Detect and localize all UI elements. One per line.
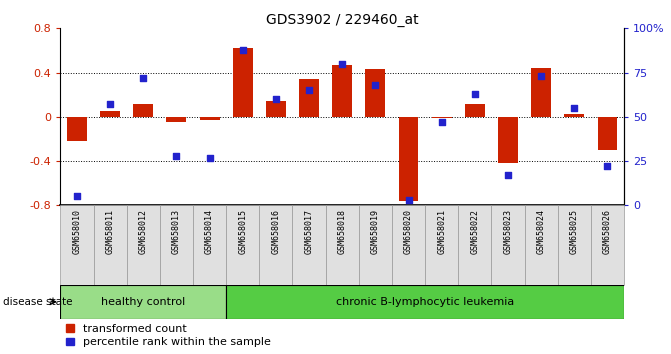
Point (171, 153, 182, 159)
Text: healthy control: healthy control (101, 297, 185, 307)
FancyBboxPatch shape (392, 205, 425, 285)
Text: GSM658014: GSM658014 (205, 209, 214, 253)
FancyBboxPatch shape (525, 205, 558, 285)
Text: GSM658026: GSM658026 (603, 209, 612, 253)
Text: GSM658016: GSM658016 (271, 209, 280, 253)
Bar (100, 111, 120, 117)
Bar (465, 104, 484, 117)
Bar (266, 101, 286, 117)
FancyBboxPatch shape (226, 205, 259, 285)
Text: disease state: disease state (3, 297, 73, 307)
FancyBboxPatch shape (60, 285, 226, 319)
Text: GSM658025: GSM658025 (570, 209, 579, 253)
FancyBboxPatch shape (93, 205, 127, 285)
Bar (299, 79, 319, 117)
Point (270, 96, 281, 102)
Text: GSM658024: GSM658024 (537, 209, 546, 253)
Bar (366, 69, 385, 117)
FancyBboxPatch shape (127, 205, 160, 285)
FancyBboxPatch shape (491, 205, 525, 285)
Point (105, 102, 115, 107)
Legend: transformed count, percentile rank within the sample: transformed count, percentile rank withi… (66, 324, 270, 348)
FancyBboxPatch shape (591, 205, 624, 285)
Point (204, 155, 215, 160)
Text: GSM658021: GSM658021 (437, 209, 446, 253)
Text: GSM658011: GSM658011 (105, 209, 115, 253)
Bar (200, 117, 219, 120)
Point (337, 61, 348, 67)
Point (403, 197, 414, 203)
Point (602, 164, 613, 169)
Text: GSM658013: GSM658013 (172, 209, 181, 253)
Point (72, 194, 83, 199)
Text: GSM658017: GSM658017 (305, 209, 313, 253)
Title: GDS3902 / 229460_at: GDS3902 / 229460_at (266, 13, 419, 27)
Point (370, 82, 380, 88)
Text: GSM658022: GSM658022 (470, 209, 479, 253)
Point (304, 87, 315, 93)
FancyBboxPatch shape (425, 205, 458, 285)
Bar (531, 68, 551, 117)
Text: GSM658015: GSM658015 (238, 209, 247, 253)
FancyBboxPatch shape (193, 205, 226, 285)
FancyBboxPatch shape (226, 285, 624, 319)
FancyBboxPatch shape (160, 205, 193, 285)
Text: GSM658012: GSM658012 (139, 209, 148, 253)
Bar (597, 117, 617, 150)
Text: GSM658023: GSM658023 (503, 209, 513, 253)
Point (535, 73, 546, 79)
Bar (166, 117, 187, 122)
Point (138, 75, 149, 81)
Point (569, 105, 580, 111)
FancyBboxPatch shape (259, 205, 293, 285)
Bar (564, 114, 584, 117)
Bar (498, 117, 518, 163)
Point (238, 47, 248, 52)
Text: GSM658018: GSM658018 (338, 209, 347, 253)
Bar (332, 65, 352, 117)
Point (503, 172, 513, 178)
Text: GSM658010: GSM658010 (72, 209, 81, 253)
Point (436, 119, 447, 125)
Text: GSM658020: GSM658020 (404, 209, 413, 253)
FancyBboxPatch shape (60, 205, 93, 285)
Bar (399, 117, 419, 201)
Bar (134, 104, 153, 117)
FancyBboxPatch shape (325, 205, 359, 285)
Bar (233, 48, 253, 117)
FancyBboxPatch shape (293, 205, 325, 285)
FancyBboxPatch shape (359, 205, 392, 285)
FancyBboxPatch shape (558, 205, 591, 285)
FancyBboxPatch shape (458, 205, 491, 285)
Bar (431, 117, 452, 118)
Text: GSM658019: GSM658019 (371, 209, 380, 253)
Text: chronic B-lymphocytic leukemia: chronic B-lymphocytic leukemia (336, 297, 514, 307)
Bar (67, 117, 87, 141)
Point (470, 91, 480, 97)
